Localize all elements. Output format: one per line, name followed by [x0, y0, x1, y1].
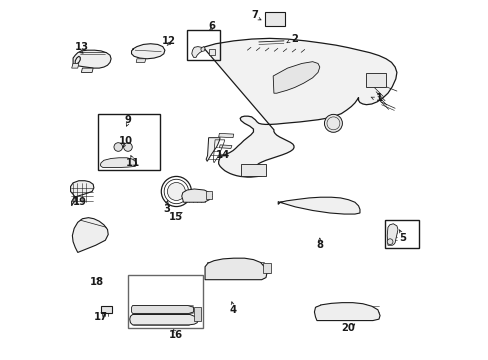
- Polygon shape: [182, 189, 210, 202]
- Bar: [366, 73, 386, 87]
- Polygon shape: [72, 63, 79, 68]
- Polygon shape: [73, 50, 111, 68]
- Polygon shape: [241, 164, 265, 176]
- Polygon shape: [203, 39, 396, 177]
- Circle shape: [386, 239, 392, 244]
- Bar: [208, 49, 215, 55]
- Text: 12: 12: [162, 36, 176, 46]
- Text: 15: 15: [169, 212, 183, 221]
- Text: 18: 18: [89, 277, 103, 287]
- Polygon shape: [129, 315, 198, 325]
- Text: 2: 2: [290, 34, 297, 44]
- Polygon shape: [81, 68, 93, 72]
- Polygon shape: [201, 46, 204, 51]
- Polygon shape: [204, 258, 266, 280]
- Polygon shape: [136, 59, 145, 62]
- Bar: [384, 220, 418, 248]
- Text: 20: 20: [341, 323, 355, 333]
- Circle shape: [114, 143, 122, 151]
- Circle shape: [123, 143, 132, 151]
- Polygon shape: [314, 303, 379, 320]
- Text: 19: 19: [73, 197, 87, 207]
- Bar: [187, 31, 220, 60]
- Bar: [101, 306, 112, 314]
- Polygon shape: [386, 224, 397, 245]
- Bar: [128, 275, 203, 328]
- Bar: [98, 114, 160, 170]
- Bar: [194, 307, 201, 320]
- Polygon shape: [278, 197, 359, 214]
- Text: 4: 4: [229, 305, 236, 315]
- Text: 16: 16: [169, 330, 183, 340]
- Circle shape: [324, 114, 342, 132]
- Polygon shape: [206, 138, 220, 161]
- Text: 11: 11: [126, 158, 140, 168]
- Polygon shape: [218, 134, 233, 138]
- Circle shape: [167, 183, 185, 201]
- Text: 14: 14: [215, 150, 230, 160]
- Polygon shape: [273, 62, 319, 93]
- Polygon shape: [191, 46, 202, 57]
- Polygon shape: [131, 306, 193, 314]
- Polygon shape: [70, 181, 94, 206]
- Bar: [265, 12, 285, 26]
- Text: 3: 3: [163, 204, 169, 215]
- Bar: [205, 191, 212, 199]
- Text: 10: 10: [119, 136, 133, 145]
- Polygon shape: [72, 218, 108, 252]
- Bar: [263, 263, 270, 273]
- Polygon shape: [219, 145, 231, 148]
- Text: 5: 5: [398, 233, 405, 243]
- Polygon shape: [100, 158, 137, 167]
- Text: 17: 17: [93, 312, 107, 322]
- Text: 1: 1: [375, 93, 382, 103]
- Text: 6: 6: [208, 21, 215, 31]
- Text: 7: 7: [251, 10, 258, 20]
- Polygon shape: [131, 44, 164, 59]
- Text: 13: 13: [75, 42, 89, 52]
- Text: 9: 9: [124, 115, 131, 125]
- Text: 8: 8: [316, 240, 323, 250]
